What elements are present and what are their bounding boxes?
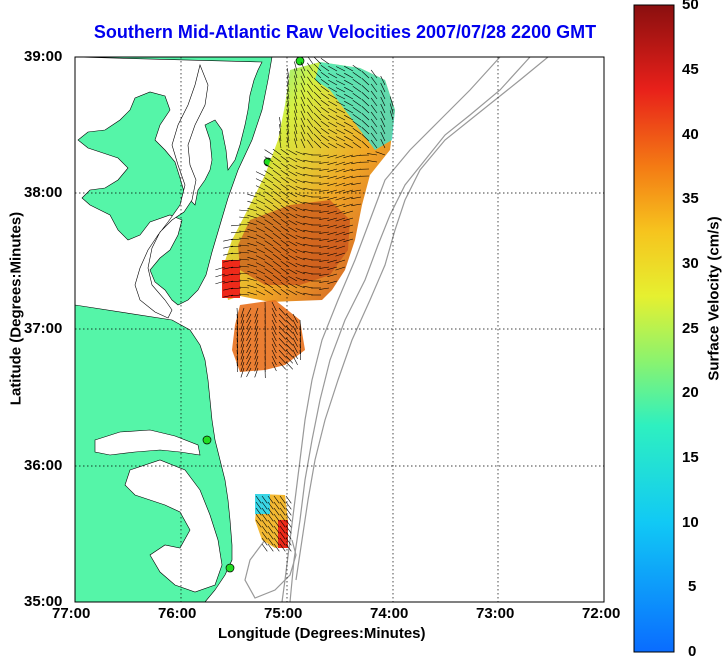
x-tick-label: 74:00	[370, 605, 408, 622]
colorbar-tick-label: 5	[688, 578, 696, 595]
x-tick-label: 73:00	[476, 605, 514, 622]
colorbar-tick-label: 15	[682, 449, 699, 466]
y-axis-label: Latitude (Degrees:Minutes)	[8, 194, 25, 424]
x-axis-label: Longitude (Degrees:Minutes)	[218, 625, 426, 642]
x-tick-label: 76:00	[158, 605, 196, 622]
colorbar-tick-label: 10	[682, 514, 699, 531]
colorbar-tick-label: 50	[682, 0, 699, 13]
station-marker	[296, 57, 304, 65]
colorbar-tick-label: 20	[682, 384, 699, 401]
x-tick-label: 72:00	[582, 605, 620, 622]
velocity-field-central-edge	[222, 260, 240, 298]
y-tick-label: 36:00	[24, 457, 62, 474]
colorbar-tick-label: 25	[682, 320, 699, 337]
colorbar-tick-label: 45	[682, 61, 699, 78]
colorbar-label: Surface Velocity (cm/s)	[706, 189, 723, 409]
station-marker	[226, 564, 234, 572]
colorbar	[634, 5, 674, 652]
colorbar-tick-label: 35	[682, 190, 699, 207]
colorbar-tick-label: 40	[682, 126, 699, 143]
colorbar-tick-label: 30	[682, 255, 699, 272]
y-tick-label: 37:00	[24, 320, 62, 337]
x-tick-label: 75:00	[264, 605, 302, 622]
colorbar-tick-label: 0	[688, 643, 696, 660]
y-tick-label: 35:00	[24, 593, 62, 610]
station-marker	[203, 436, 211, 444]
y-tick-label: 39:00	[24, 48, 62, 65]
y-tick-label: 38:00	[24, 184, 62, 201]
